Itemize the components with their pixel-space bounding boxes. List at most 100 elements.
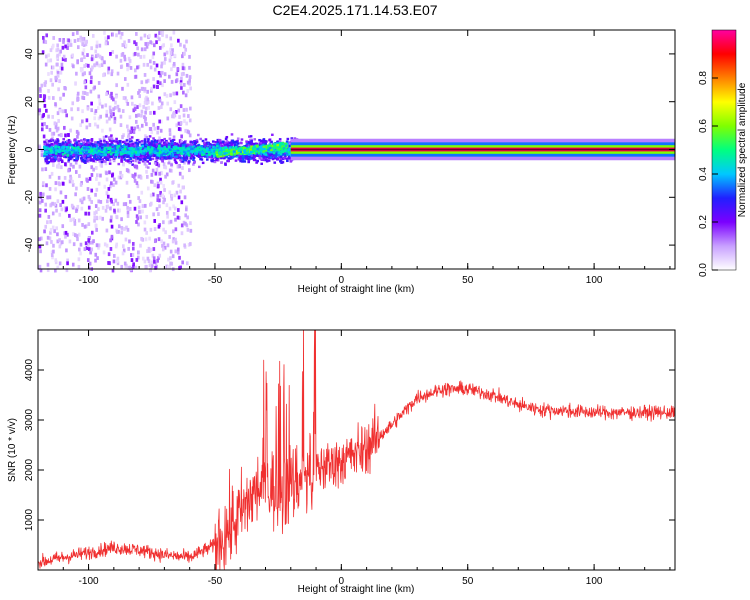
- spectrogram-cell: [87, 243, 90, 247]
- spectrogram-cell: [178, 147, 182, 150]
- spectrogram-cell: [149, 40, 152, 45]
- spectrogram-cell: [38, 213, 42, 218]
- spectrogram-cell: [164, 149, 167, 153]
- spectrogram-cell: [183, 195, 187, 200]
- spectrogram-cell: [69, 140, 72, 143]
- spectrogram-cell: [152, 247, 156, 251]
- spectrogram-cell: [121, 140, 125, 144]
- spectrogram-cell: [270, 140, 273, 144]
- spectrogram-cell: [229, 152, 233, 156]
- spectrogram-cell: [168, 132, 172, 137]
- spectrogram-cell: [157, 212, 160, 216]
- spectrogram-cell: [96, 156, 100, 159]
- spectrogram-cell: [237, 158, 241, 161]
- spectrogram-cell: [55, 226, 58, 231]
- spectrogram-cell: [179, 121, 183, 125]
- spectrogram-cell: [258, 152, 262, 155]
- spectrogram-cell: [58, 212, 62, 217]
- spectrogram-cell: [100, 63, 104, 67]
- spectrogram-cell: [272, 151, 276, 155]
- spectrogram-cell: [146, 156, 150, 160]
- spectrogram-cell: [251, 150, 254, 154]
- spectrogram-cell: [47, 160, 50, 164]
- spectrogram-cell: [73, 233, 77, 237]
- spectrogram-cell: [76, 38, 80, 42]
- spectrogram-cell: [116, 145, 119, 148]
- spectrogram-cell: [48, 195, 52, 200]
- spectrogram-cell: [133, 143, 137, 147]
- spectrogram-cell: [180, 72, 184, 77]
- spectrogram-cell: [276, 157, 280, 160]
- spectrogram-cell: [63, 149, 67, 152]
- spectrogram-cell: [253, 148, 257, 151]
- spectrogram-cell: [56, 199, 60, 204]
- spectrogram-cell: [117, 30, 121, 35]
- spectrogram-cell: [223, 152, 226, 155]
- spectrogram-cell: [180, 223, 184, 228]
- spectrogram-cell: [173, 206, 177, 211]
- spectrogram-cell: [76, 107, 80, 112]
- spectrogram-cell: [181, 185, 185, 190]
- spectrogram-cell: [172, 114, 176, 119]
- spectrogram-cell: [103, 146, 107, 149]
- spectrogram-cell: [72, 155, 76, 158]
- spectrogram-cell: [107, 70, 110, 75]
- spectrogram-cell: [43, 229, 46, 234]
- spectrogram-cell: [61, 199, 65, 204]
- spectrogram-cell: [201, 161, 205, 165]
- spectrogram-cell: [148, 156, 152, 159]
- spectrogram-cell: [145, 169, 148, 174]
- spectrogram-cell: [110, 215, 113, 220]
- spectrogram-cell: [88, 139, 91, 142]
- spectrogram-cell: [43, 103, 47, 108]
- spectrogram-cell: [168, 74, 171, 79]
- spectrogram-cell: [146, 78, 150, 83]
- spectrogram-cell: [77, 232, 81, 237]
- spectrogram-cell: [38, 108, 42, 113]
- spectrogram-cell: [187, 161, 191, 164]
- spectrogram-cell: [158, 253, 162, 258]
- spectrogram-cell: [162, 162, 166, 167]
- spectrogram-cell: [66, 232, 69, 237]
- spectrogram-cell: [121, 145, 125, 148]
- spectrogram-cell: [189, 140, 193, 143]
- spectrogram-cell: [87, 149, 91, 152]
- spectrogram-cell: [168, 58, 172, 63]
- spectrogram-cell: [165, 141, 169, 144]
- spectrogram-cell: [138, 148, 142, 151]
- spectrogram-cell: [64, 133, 67, 138]
- spectrogram-cell: [38, 87, 42, 91]
- spectrogram-cell: [159, 190, 162, 195]
- spectrogram-cell: [53, 159, 57, 162]
- spectrogram-cell: [47, 147, 50, 150]
- spectrogram-cell: [285, 140, 289, 143]
- spectrogram-cell: [143, 157, 146, 161]
- spectrogram-cell: [174, 240, 178, 245]
- spectrogram-cell: [88, 71, 92, 76]
- spectrogram-cell: [136, 124, 140, 129]
- spectrogram-cell: [146, 97, 150, 102]
- spectrogram-cell: [167, 145, 171, 149]
- spectrogram-cell: [83, 71, 86, 76]
- spectrogram-cell: [121, 150, 125, 153]
- spectrogram-cell: [279, 157, 283, 161]
- spectrogram-cell: [85, 143, 89, 146]
- spectrogram-cell: [116, 104, 120, 109]
- spectrogram-cell: [47, 151, 51, 154]
- spectrogram-cell: [77, 140, 81, 143]
- spectrogram-cell: [145, 143, 148, 146]
- spectrogram-cell: [57, 146, 61, 149]
- spectrogram-cell: [81, 42, 84, 47]
- spectrogram-cell: [109, 94, 112, 99]
- spectrogram-cell: [72, 146, 76, 150]
- spectrogram-cell: [185, 155, 189, 158]
- spectrogram-cell: [110, 72, 114, 77]
- spectrogram-cell: [185, 39, 188, 44]
- spectrogram-cell: [233, 150, 236, 153]
- spectrogram-cell: [287, 151, 290, 154]
- spectrogram-cell: [125, 153, 128, 157]
- spectrogram-cell: [155, 40, 158, 45]
- spectrogram-cell: [219, 147, 222, 150]
- spectrogram-cell: [92, 157, 96, 160]
- spectrogram-cell: [146, 186, 150, 191]
